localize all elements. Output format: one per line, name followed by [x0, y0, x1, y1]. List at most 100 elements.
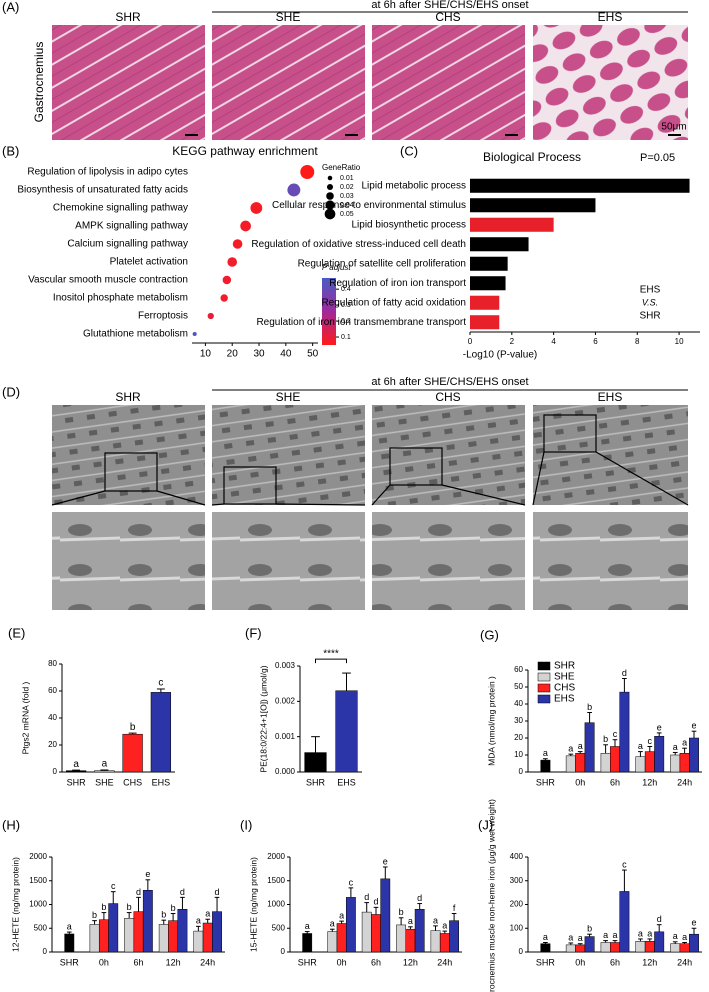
- panel-header: at 6h after SHE/CHS/EHS onset: [371, 376, 528, 388]
- x-tick-label: 10: [200, 349, 212, 360]
- legend-dot: [326, 192, 334, 200]
- y-axis-label: 12-HETE (ng/mg protein): [10, 857, 20, 952]
- group-label: CHS: [435, 390, 460, 404]
- colorbar-label: 0.2: [341, 318, 351, 325]
- bar: [619, 891, 630, 953]
- significance-letter: d: [180, 887, 185, 897]
- bar: [470, 256, 508, 271]
- bar: [371, 914, 381, 953]
- significance-letter: a: [647, 928, 652, 938]
- bar: [335, 690, 358, 773]
- bar: [610, 746, 620, 773]
- bar: [610, 942, 620, 953]
- y-tick-label: Calcium signalling pathway: [67, 239, 188, 250]
- y-tick-label: Regulation of iron ion transmembrane tra…: [256, 317, 466, 328]
- tem-image: [52, 405, 205, 505]
- bar: [540, 943, 551, 953]
- x-tick-label: 12h: [166, 957, 181, 967]
- bar: [470, 276, 506, 291]
- bar: [414, 909, 425, 953]
- bar: [94, 770, 115, 773]
- x-tick-label: 24h: [677, 957, 692, 967]
- bar: [124, 918, 135, 953]
- x-tick-label: 30: [253, 349, 265, 360]
- significance-letter: d: [622, 668, 627, 678]
- y-tick-label: Ferroptosis: [138, 311, 188, 322]
- y-tick-label: 50: [514, 682, 523, 691]
- bar: [327, 931, 338, 953]
- y-tick-label: 0.002: [275, 696, 296, 705]
- significance-letter: c: [158, 678, 163, 689]
- significance-letter: b: [101, 902, 106, 912]
- bar: [470, 237, 529, 252]
- y-tick-label: Chemokine signalling pathway: [53, 203, 188, 214]
- inset-boxes: [51, 414, 689, 506]
- bar: [98, 919, 109, 953]
- bar: [64, 933, 75, 953]
- scale-label: 50μm: [661, 122, 686, 133]
- tem-image: [372, 405, 525, 505]
- x-tick-label: 0h: [337, 957, 347, 967]
- bar: [470, 178, 690, 193]
- significance-letter: d: [364, 892, 369, 902]
- bar: [575, 944, 586, 953]
- significance-bracket: [315, 658, 347, 664]
- bar: [193, 930, 204, 953]
- significance-letter: a: [568, 932, 573, 942]
- x-tick-label: CHS: [123, 777, 142, 787]
- bar: [430, 930, 441, 953]
- significance-letter: a: [543, 748, 548, 758]
- group-label: SHE: [276, 390, 301, 404]
- x-tick-label: 40: [280, 349, 292, 360]
- tem-zoom: [533, 512, 688, 610]
- x-tick-label: 8: [635, 337, 640, 346]
- legend-title: GeneRatio: [322, 163, 361, 172]
- histology-image: [372, 25, 525, 140]
- group-label: SHR: [115, 10, 141, 24]
- y-axis-label: Ptgs2 mRNA (fold ): [20, 681, 30, 754]
- colorbar-label: 0.4: [341, 286, 351, 293]
- y-axis-label: PE(18:0/22:4+1[O]) (μmol/g): [258, 665, 268, 772]
- x-tick-label: SHR: [60, 957, 80, 967]
- chart-title: KEGG pathway enrichment: [172, 144, 318, 158]
- y-tick-label: 0.001: [275, 732, 296, 741]
- y-tick-label: 1500: [267, 876, 285, 885]
- x-tick-label: SHE: [95, 777, 114, 787]
- bar: [361, 911, 372, 953]
- bar: [470, 315, 500, 330]
- significance-letter: b: [587, 924, 592, 934]
- bar: [575, 753, 586, 773]
- y-tick-label: 0.003: [275, 661, 296, 670]
- significance-letter: a: [442, 920, 447, 930]
- significance-letter: a: [612, 930, 617, 940]
- bar: [670, 754, 681, 773]
- bar: [108, 903, 119, 953]
- y-tick-label: 60: [48, 686, 57, 695]
- dot: [192, 331, 197, 337]
- x-tick-label: 0h: [575, 777, 585, 787]
- bar: [670, 943, 681, 953]
- y-tick-label: 1000: [29, 900, 47, 909]
- x-tick-label: 6: [593, 337, 598, 346]
- significance-letter: a: [433, 915, 438, 925]
- y-tick-label: 2000: [29, 852, 47, 861]
- legend-label: 0.02: [340, 184, 354, 191]
- bar: [600, 942, 611, 953]
- dot: [232, 239, 243, 249]
- y-tick-label: 400: [510, 852, 524, 861]
- bar: [142, 890, 153, 953]
- panel-label: (I): [240, 817, 252, 832]
- bar: [584, 722, 595, 773]
- dot: [207, 312, 214, 320]
- significance-letter: e: [691, 918, 696, 928]
- significance-letter: a: [205, 909, 210, 919]
- significance-letter: b: [603, 734, 608, 744]
- significance-letter: a: [578, 741, 583, 751]
- x-tick-label: SHR: [536, 957, 556, 967]
- legend-label: CHS: [554, 683, 575, 694]
- bar: [654, 931, 665, 953]
- y-tick-label: Lipid biosynthetic process: [351, 219, 466, 230]
- bar: [168, 920, 179, 953]
- significance-letter: e: [691, 721, 696, 731]
- bar: [679, 943, 690, 953]
